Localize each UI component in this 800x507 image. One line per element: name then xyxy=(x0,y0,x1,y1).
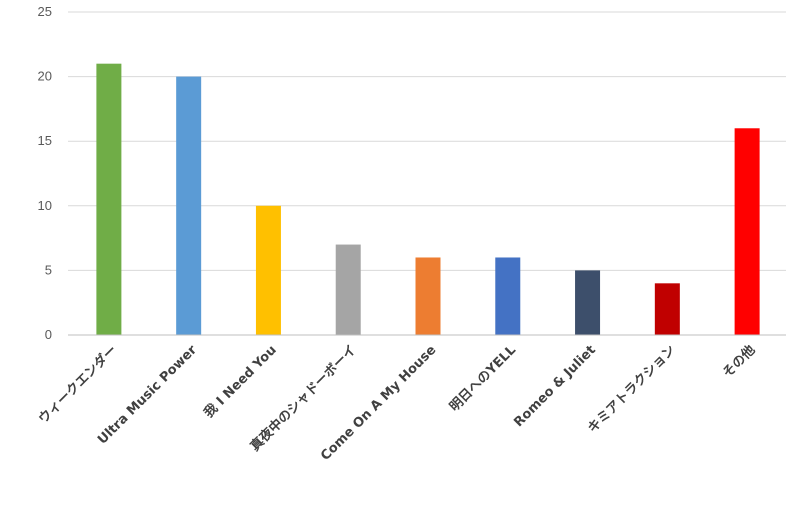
y-tick-label: 10 xyxy=(38,198,52,213)
y-tick-label: 15 xyxy=(38,133,52,148)
category-label: 明日へのYELL xyxy=(447,343,519,415)
bars xyxy=(96,63,760,336)
y-axis-tick-labels: 0 5 10 15 20 25 xyxy=(38,4,52,342)
bar-8 xyxy=(734,128,760,335)
category-label: キミアトラクション xyxy=(585,343,678,436)
gridlines xyxy=(68,11,786,271)
bar-2 xyxy=(255,205,281,335)
y-tick-label: 0 xyxy=(45,327,52,342)
bar-7 xyxy=(654,283,680,335)
bar-3 xyxy=(335,244,361,335)
y-tick-label: 25 xyxy=(38,4,52,19)
bar-6 xyxy=(575,270,601,335)
y-tick-label: 20 xyxy=(38,69,52,84)
bar-5 xyxy=(495,257,521,335)
bar-4 xyxy=(415,257,441,335)
category-label: Romeo & Juliet xyxy=(511,343,598,430)
y-tick-label: 5 xyxy=(45,262,52,277)
category-label: ウィークエンダー xyxy=(35,342,120,427)
category-label: 我 I Need You xyxy=(201,342,280,421)
bar-1 xyxy=(176,76,202,335)
bar-0 xyxy=(96,63,122,336)
category-label: その他 xyxy=(720,342,759,381)
